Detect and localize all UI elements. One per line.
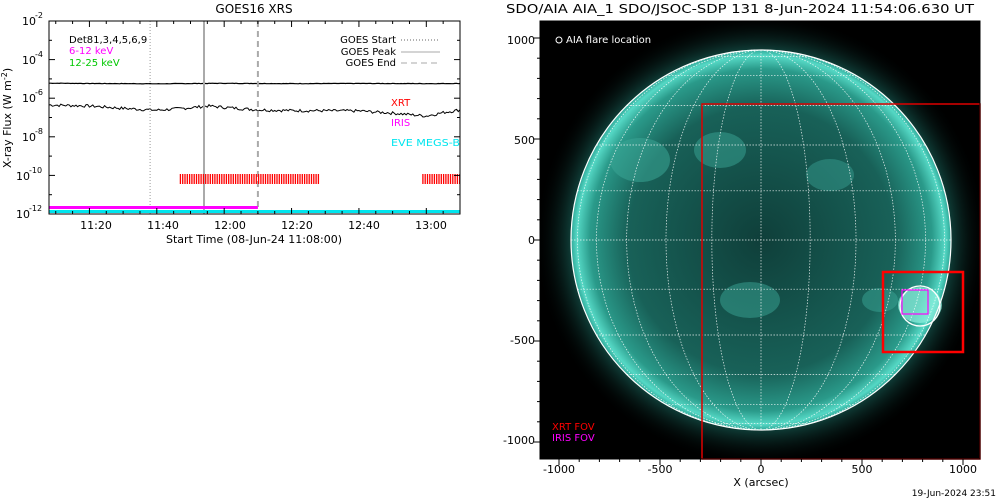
ytick-exp: -8 bbox=[35, 127, 43, 136]
iris-fov-box bbox=[901, 289, 929, 315]
detectors-label: Det81,3,4,5,6,9 bbox=[69, 35, 147, 46]
footer-timestamp: 19-Jun-2024 23:51 bbox=[912, 489, 996, 499]
inst-iris-label: IRIS bbox=[391, 118, 410, 129]
aia-title: SDO/AIA AIA_1 SDO/JSOC-SDP 131 8-Jun-202… bbox=[506, 2, 975, 16]
flare-location-circle bbox=[899, 285, 941, 327]
goes-xtick-marks bbox=[55, 21, 461, 214]
xtick-label: 11:20 bbox=[80, 219, 112, 232]
xtick-label: 11:40 bbox=[147, 219, 179, 232]
ytick-label: -1000 bbox=[503, 434, 535, 447]
energy-band-low: 6-12 keV bbox=[69, 46, 113, 57]
ytick-exp: -4 bbox=[35, 50, 43, 59]
aia-panel: SDO/AIA AIA_1 SDO/JSOC-SDP 131 8-Jun-202… bbox=[503, 2, 996, 499]
legend-goes-end: GOES End bbox=[346, 58, 396, 69]
limb-outline bbox=[570, 49, 952, 431]
xtick-label: 12:20 bbox=[281, 219, 313, 232]
ytick: 10 -4 bbox=[22, 50, 43, 67]
ytick-exp: -6 bbox=[35, 88, 43, 97]
ytick-base: 10 bbox=[16, 170, 30, 183]
goes-panel: GOES16 XRS 10 -2 10 -4 bbox=[0, 2, 461, 246]
ytick-label: 0 bbox=[528, 234, 535, 247]
goes-ylabel: X-ray Flux (W m-2) bbox=[0, 68, 14, 168]
aia-x-ticks: -1000 -500 0 500 1000 bbox=[543, 463, 977, 476]
eve-coverage bbox=[49, 210, 460, 213]
ytick-label: 500 bbox=[514, 134, 535, 147]
goes-xlabel: Start Time (08-Jun-24 11:08:00) bbox=[166, 233, 342, 246]
xrt-fov-zoom-box bbox=[881, 270, 965, 354]
longitude-line bbox=[665, 49, 762, 431]
longitude-line bbox=[711, 49, 762, 431]
longitude-line bbox=[760, 49, 857, 431]
xtick-label: 0 bbox=[758, 463, 765, 476]
iris-coverage bbox=[49, 206, 258, 209]
ytick-exp: -10 bbox=[29, 166, 42, 175]
ytick-label: 1000 bbox=[507, 34, 535, 47]
flux-series-low-energy bbox=[49, 103, 460, 118]
active-region bbox=[610, 138, 670, 182]
flare-location-legend: AIA flare location bbox=[566, 35, 651, 46]
longitude-line bbox=[626, 49, 762, 431]
xrt-fov-label: XRT FOV bbox=[552, 422, 595, 433]
ytick-base: 10 bbox=[22, 131, 36, 144]
inst-xrt-label: XRT bbox=[391, 98, 411, 109]
ytick-base: 10 bbox=[22, 15, 36, 28]
ytick-label: -500 bbox=[510, 334, 535, 347]
goes-y-ticks: 10 -2 10 -4 10 -6 10 -8 10 -10 10 -12 bbox=[16, 11, 43, 221]
aia-y-ticks: 1000 500 0 -500 -1000 bbox=[503, 34, 535, 447]
active-region bbox=[862, 288, 898, 312]
ytick: 10 -12 bbox=[16, 204, 42, 221]
energy-band-high: 12-25 keV bbox=[69, 58, 120, 69]
xtick-label: 12:40 bbox=[348, 219, 380, 232]
ytick-base: 10 bbox=[16, 208, 30, 221]
ytick: 10 -6 bbox=[22, 88, 43, 105]
ytick-exp: -12 bbox=[29, 204, 42, 213]
goes-x-ticks: 11:20 11:40 12:00 12:20 12:40 13:00 bbox=[80, 219, 447, 232]
xtick-label: 12:00 bbox=[214, 219, 246, 232]
aia-image bbox=[540, 21, 980, 459]
ytick: 10 -2 bbox=[22, 11, 43, 28]
ytick-base: 10 bbox=[22, 92, 36, 105]
heliographic-grid bbox=[571, 49, 951, 431]
xrt-coverage bbox=[179, 174, 460, 184]
goes-title: GOES16 XRS bbox=[215, 2, 292, 16]
ytick: 10 -8 bbox=[22, 127, 43, 144]
longitude-line bbox=[760, 49, 811, 431]
xtick-label: -500 bbox=[648, 463, 673, 476]
flux-series-high-energy bbox=[49, 82, 460, 85]
goes-ytick-marks bbox=[49, 20, 460, 215]
inst-eve-label: EVE MEGS-B bbox=[391, 138, 460, 149]
ytick: 10 -10 bbox=[16, 166, 42, 183]
xtick-label: 500 bbox=[852, 463, 873, 476]
legend-goes-peak: GOES Peak bbox=[341, 47, 396, 58]
xtick-label: -1000 bbox=[543, 463, 575, 476]
active-region bbox=[806, 159, 854, 191]
iris-fov-label: IRIS FOV bbox=[552, 433, 595, 444]
longitude-line bbox=[760, 49, 896, 431]
flare-location-legend-icon bbox=[555, 36, 563, 44]
legend-goes-start: GOES Start bbox=[340, 35, 396, 46]
active-region bbox=[720, 282, 780, 318]
active-region bbox=[694, 132, 746, 168]
ytick-exp: -2 bbox=[35, 11, 43, 20]
ytick-base: 10 bbox=[22, 54, 36, 67]
xtick-label: 1000 bbox=[949, 463, 977, 476]
aia-xlabel: X (arcsec) bbox=[733, 476, 788, 489]
xtick-label: 13:00 bbox=[415, 219, 447, 232]
aia-tick-marks bbox=[534, 37, 964, 465]
